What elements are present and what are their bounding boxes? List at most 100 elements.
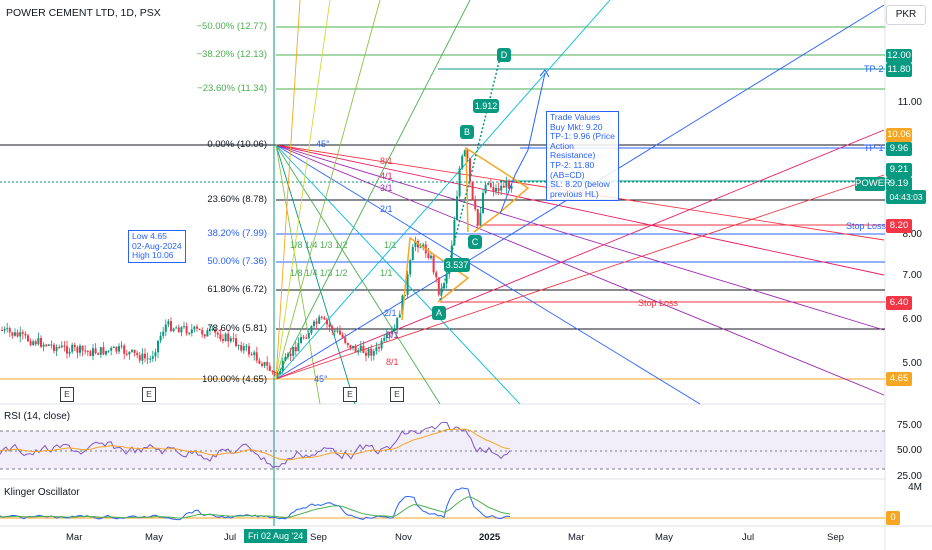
wave-b-label[interactable]: B [460, 125, 474, 139]
candle[interactable] [365, 352, 367, 356]
trade-values-note[interactable]: Trade Values Buy Mkt: 9.20 TP-1: 9.96 (Pri… [546, 111, 619, 202]
candle[interactable] [131, 349, 133, 352]
candle[interactable] [242, 346, 245, 351]
candle[interactable] [458, 168, 461, 197]
candle[interactable] [146, 358, 149, 360]
candle[interactable] [99, 347, 102, 355]
candle[interactable] [164, 324, 167, 332]
candle[interactable] [430, 255, 432, 259]
candle[interactable] [29, 341, 32, 346]
candle[interactable] [193, 326, 196, 330]
event-marker[interactable]: E [60, 387, 74, 402]
low-high-note[interactable]: Low 4.65 02-Aug-2024 High 10.06 [128, 230, 186, 263]
candle[interactable] [274, 372, 276, 374]
event-marker[interactable]: E [390, 387, 404, 402]
event-marker[interactable]: E [343, 387, 357, 402]
candle[interactable] [505, 180, 508, 188]
candle[interactable] [315, 321, 318, 324]
candle[interactable] [206, 330, 209, 337]
candle[interactable] [123, 345, 126, 354]
candle[interactable] [162, 331, 165, 336]
candle[interactable] [393, 329, 396, 331]
fib-retracement[interactable] [0, 26, 885, 380]
candle[interactable] [255, 352, 258, 361]
candle[interactable] [354, 345, 357, 353]
price-badge[interactable]: 9.19 [886, 177, 912, 191]
candle[interactable] [313, 321, 315, 327]
candle[interactable] [45, 344, 48, 346]
candle[interactable] [94, 348, 97, 354]
candle[interactable] [112, 346, 115, 348]
candle[interactable] [396, 317, 399, 330]
candle[interactable] [375, 347, 378, 352]
candle[interactable] [16, 332, 19, 337]
candle[interactable] [456, 196, 458, 221]
candle[interactable] [73, 344, 76, 348]
candle[interactable] [105, 350, 107, 355]
projection-arrow[interactable] [499, 72, 546, 215]
candle[interactable] [409, 260, 412, 275]
candle[interactable] [136, 352, 139, 356]
currency-button[interactable]: PKR [886, 5, 926, 25]
candle[interactable] [268, 365, 271, 371]
candle[interactable] [359, 345, 362, 351]
candle[interactable] [487, 183, 490, 185]
candle[interactable] [138, 355, 141, 361]
candle[interactable] [300, 337, 302, 344]
candle[interactable] [510, 185, 513, 189]
candle[interactable] [214, 329, 217, 333]
candle[interactable] [263, 362, 266, 366]
ratio-label[interactable]: 1.912 [473, 99, 499, 113]
candle[interactable] [372, 351, 375, 356]
candle[interactable] [419, 247, 422, 249]
candle[interactable] [292, 346, 295, 356]
candle[interactable] [190, 329, 193, 334]
candle[interactable] [149, 358, 152, 360]
candle[interactable] [58, 347, 61, 349]
candle[interactable] [188, 333, 191, 335]
candle[interactable] [437, 277, 440, 295]
candle[interactable] [27, 335, 29, 342]
candle[interactable] [352, 345, 354, 348]
candle[interactable] [326, 319, 328, 325]
candle[interactable] [443, 283, 445, 289]
candle[interactable] [167, 321, 170, 325]
candle[interactable] [484, 184, 487, 193]
candle[interactable] [60, 345, 63, 348]
wave-c-label[interactable]: C [468, 235, 482, 249]
ratio-label[interactable]: 3.537 [444, 258, 470, 272]
candle[interactable] [211, 329, 214, 331]
candle[interactable] [380, 340, 383, 349]
candle[interactable] [508, 180, 510, 189]
candle[interactable] [333, 330, 336, 332]
candle[interactable] [76, 347, 79, 353]
candle[interactable] [305, 337, 308, 339]
candle[interactable] [432, 255, 435, 273]
klinger-title[interactable]: Klinger Oscillator [4, 487, 80, 498]
candle[interactable] [287, 353, 289, 357]
candle[interactable] [198, 328, 201, 330]
candle[interactable] [209, 329, 211, 331]
price-badge[interactable]: 6.40 [886, 296, 912, 310]
candle[interactable] [183, 326, 185, 328]
candle[interactable] [196, 326, 198, 329]
candle[interactable] [185, 326, 188, 334]
candle[interactable] [391, 330, 393, 334]
candle[interactable] [502, 185, 505, 188]
candle[interactable] [144, 353, 146, 359]
candle[interactable] [357, 350, 360, 353]
candle[interactable] [284, 356, 287, 361]
candle[interactable] [339, 330, 341, 335]
candle[interactable] [266, 362, 269, 366]
candle[interactable] [349, 345, 352, 348]
candle[interactable] [245, 346, 248, 348]
candle[interactable] [388, 333, 391, 335]
candle[interactable] [232, 338, 235, 340]
candle[interactable] [222, 339, 224, 341]
candle[interactable] [97, 353, 100, 355]
price-badge[interactable]: 12.00 [886, 49, 912, 63]
candle[interactable] [172, 328, 175, 332]
candle[interactable] [450, 245, 453, 264]
candle[interactable] [151, 356, 154, 359]
